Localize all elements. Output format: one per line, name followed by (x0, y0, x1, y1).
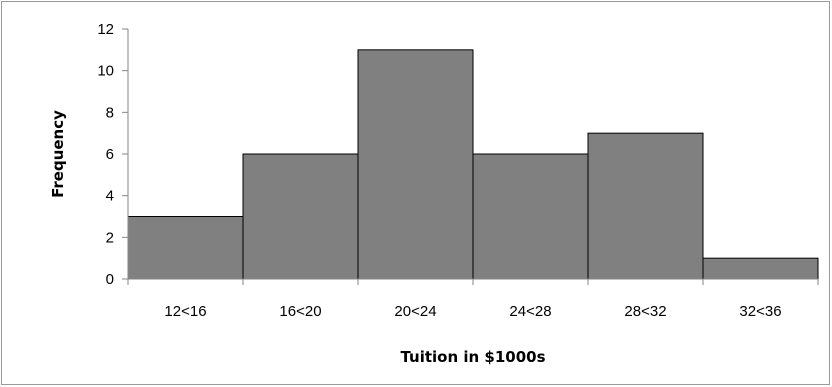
x-tick-label: 16<20 (279, 303, 321, 320)
ticks-layer: 0 2 4 6 8 10 12 12<16 16<20 20<24 24<28 28<32 32<36 (97, 21, 781, 320)
bar-12<16 (127, 216, 244, 280)
bar-24<28 (472, 153, 589, 280)
y-tick-label: 2 (106, 229, 114, 246)
x-tick-label: 28<32 (624, 303, 666, 320)
y-tick-label: 10 (97, 63, 114, 80)
bar-20<24 (357, 49, 474, 280)
bars-layer (127, 49, 819, 280)
x-axis-title: Tuition in $1000s (400, 348, 545, 366)
bar-28<32 (587, 132, 704, 280)
bar-32<36 (702, 257, 819, 280)
y-tick-label: 6 (106, 146, 114, 163)
y-tick-label: 4 (106, 188, 114, 205)
y-tick-label: 8 (106, 104, 114, 121)
y-axis-title: Frequency (49, 110, 67, 198)
x-tick-label: 32<36 (739, 303, 781, 320)
x-tick-label: 24<28 (509, 303, 551, 320)
x-tick-label: 12<16 (164, 303, 206, 320)
x-tick-label: 20<24 (394, 303, 436, 320)
axes-layer (122, 28, 819, 285)
y-tick-label: 12 (97, 21, 114, 38)
bar-16<20 (242, 153, 359, 280)
y-tick-label: 0 (106, 271, 114, 288)
